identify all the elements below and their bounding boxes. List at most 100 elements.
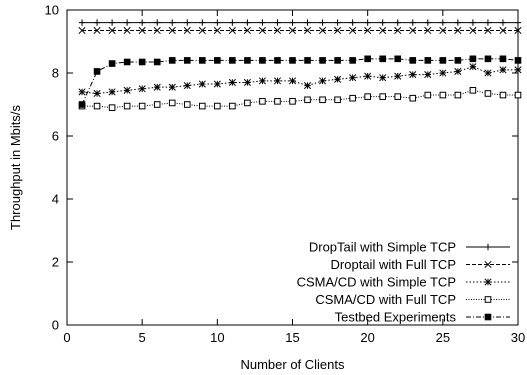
point-asterisk-marker	[288, 77, 297, 85]
point-plus-marker	[184, 19, 191, 26]
point-plus-marker	[514, 19, 522, 26]
point-asterisk-marker	[454, 67, 462, 75]
point-filled-square-marker	[499, 55, 507, 63]
point-filled-square-marker	[214, 57, 221, 64]
point-x-marker	[228, 26, 236, 35]
point-open-square-marker	[199, 102, 206, 110]
point-x-marker	[78, 26, 86, 35]
point-x-marker	[409, 26, 417, 35]
point-asterisk-marker	[499, 66, 507, 74]
legend-label: CSMA/CD with Full TCP	[315, 292, 456, 307]
point-x-marker	[514, 26, 522, 35]
point-filled-square-marker	[123, 58, 131, 66]
point-asterisk-marker	[168, 83, 176, 91]
x-tick-label: 10	[210, 330, 224, 345]
point-asterisk-marker	[484, 69, 492, 77]
series-line	[81, 58, 519, 105]
point-filled-square-marker	[108, 60, 116, 67]
series-1	[78, 19, 522, 26]
point-asterisk-marker	[303, 82, 312, 90]
point-x-marker	[243, 26, 251, 35]
point-x-marker	[349, 26, 357, 35]
point-filled-square-marker	[153, 58, 161, 66]
series-5	[78, 55, 522, 108]
point-asterisk-marker	[379, 74, 387, 82]
point-asterisk-marker	[93, 89, 101, 98]
point-plus-marker	[304, 19, 311, 26]
point-x-marker	[499, 26, 507, 35]
point-x-marker	[394, 26, 402, 35]
point-plus-marker	[364, 19, 371, 26]
point-asterisk-marker	[198, 80, 206, 88]
point-plus-marker	[424, 19, 431, 26]
point-filled-square-marker	[439, 57, 447, 64]
y-axis-title: Throughput in Mbits/s	[8, 105, 23, 231]
point-open-square-marker	[93, 102, 101, 110]
legend-label: Testbed Experiments	[335, 310, 457, 325]
point-asterisk-marker	[138, 85, 146, 93]
point-asterisk-marker	[349, 74, 357, 82]
point-x-marker	[379, 26, 387, 35]
point-plus-marker	[349, 19, 356, 26]
point-plus-marker	[138, 19, 146, 26]
point-open-square-marker	[484, 296, 492, 303]
point-plus-marker	[93, 19, 101, 26]
point-x-marker	[123, 26, 131, 35]
point-open-square-marker	[424, 91, 432, 99]
point-open-square-marker	[394, 93, 402, 100]
point-asterisk-marker	[258, 77, 266, 85]
point-asterisk-marker	[469, 63, 477, 71]
point-asterisk-marker	[123, 86, 131, 94]
point-open-square-marker	[108, 104, 116, 111]
point-x-marker	[334, 26, 342, 35]
point-x-marker	[273, 26, 282, 35]
point-open-square-marker	[364, 93, 371, 100]
y-tick-label: 10	[45, 3, 59, 18]
point-plus-marker	[274, 19, 281, 26]
point-filled-square-marker	[168, 57, 176, 64]
legend-entry: Testbed Experiments	[335, 310, 510, 325]
point-asterisk-marker	[484, 278, 492, 286]
point-plus-marker	[484, 19, 492, 26]
point-x-marker	[168, 26, 176, 35]
y-tick-label: 8	[52, 66, 59, 81]
point-asterisk-marker	[334, 75, 342, 83]
point-x-marker	[153, 26, 161, 35]
point-filled-square-marker	[199, 57, 206, 64]
point-x-marker	[108, 26, 116, 35]
point-x-marker	[138, 26, 146, 35]
point-x-marker	[364, 26, 372, 35]
point-x-marker	[258, 26, 266, 35]
series-4	[78, 87, 522, 111]
legend-label: CSMA/CD with Simple TCP	[297, 275, 456, 290]
point-asterisk-marker	[514, 66, 522, 74]
point-x-marker	[454, 26, 462, 35]
point-open-square-marker	[259, 98, 266, 105]
point-open-square-marker	[153, 101, 161, 108]
point-open-square-marker	[244, 99, 251, 107]
point-filled-square-marker	[78, 101, 86, 108]
point-filled-square-marker	[469, 55, 477, 63]
legend: DropTail with Simple TCP Droptail with Fu…	[297, 240, 510, 325]
y-tick-label: 0	[52, 318, 59, 333]
point-asterisk-marker	[273, 77, 282, 85]
point-filled-square-marker	[138, 58, 146, 66]
y-tick-label: 6	[52, 129, 59, 144]
point-open-square-marker	[454, 91, 462, 99]
x-tick-label: 5	[139, 330, 146, 345]
point-open-square-marker	[334, 96, 341, 104]
point-filled-square-marker	[229, 57, 236, 64]
point-plus-marker	[394, 19, 401, 26]
point-plus-marker	[123, 19, 131, 26]
point-open-square-marker	[484, 90, 492, 97]
point-open-square-marker	[289, 98, 296, 105]
point-x-marker	[469, 26, 477, 35]
point-plus-marker	[469, 19, 477, 26]
legend-entry: Droptail with Full TCP	[331, 257, 510, 272]
point-asterisk-marker	[213, 80, 221, 88]
point-x-marker	[288, 26, 297, 35]
point-plus-marker	[169, 19, 176, 26]
point-filled-square-marker	[274, 57, 281, 64]
point-asterisk-marker	[108, 88, 116, 96]
x-axis-title: Number of Clients	[240, 357, 345, 372]
